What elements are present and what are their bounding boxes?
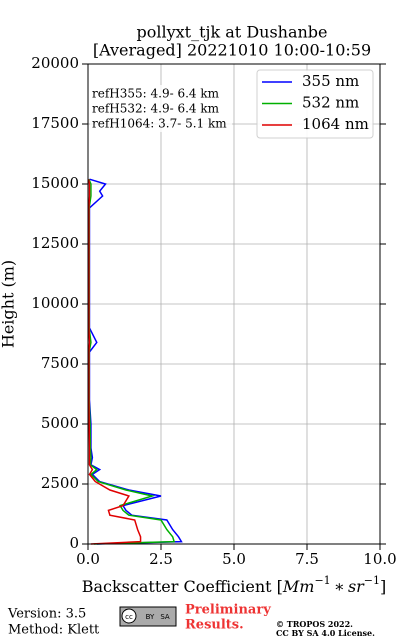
badge-text: SA bbox=[160, 613, 170, 621]
x-axis-label: Backscatter Coefficient [Mm−1 ∗ sr−1] bbox=[82, 574, 387, 596]
x-tick-label: 2.5 bbox=[149, 550, 173, 568]
badge-text: BY bbox=[146, 613, 155, 621]
notice: Preliminary bbox=[185, 603, 271, 618]
legend-label: 532 nm bbox=[302, 94, 359, 112]
y-tick-label: 10000 bbox=[31, 294, 79, 312]
legend-label: 1064 nm bbox=[302, 115, 369, 133]
profile-line bbox=[88, 178, 183, 545]
y-tick-label: 12500 bbox=[31, 234, 79, 252]
x-axis-label-part: ∗ sr bbox=[331, 577, 365, 596]
y-tick-label: 7500 bbox=[41, 354, 79, 372]
y-tick-label: 0 bbox=[69, 534, 79, 552]
profile-line bbox=[87, 179, 142, 545]
x-axis-label-part: ] bbox=[380, 577, 386, 596]
plot-frame bbox=[87, 63, 381, 545]
x-tick-label: 0.0 bbox=[76, 550, 100, 568]
x-axis-label-part: −1 bbox=[364, 574, 380, 587]
x-tick-label: 5.0 bbox=[222, 550, 246, 568]
annotation-box bbox=[90, 85, 232, 132]
legend-box bbox=[256, 69, 374, 139]
version: Version: 3.5 bbox=[7, 607, 86, 622]
annotation: refH1064: 3.7- 5.1 km bbox=[92, 117, 227, 131]
annotation: refH532: 4.9- 6.4 km bbox=[92, 102, 220, 116]
y-axis-label: Height (m) bbox=[0, 260, 18, 348]
y-tick-label: 15000 bbox=[31, 174, 79, 192]
badge-text: cc bbox=[125, 613, 133, 621]
x-axis-label-part: Backscatter Coefficient [ bbox=[82, 577, 283, 596]
annotation: refH355: 4.9- 6.4 km bbox=[92, 87, 220, 101]
badge-icon bbox=[121, 608, 137, 624]
notice: Results. bbox=[185, 618, 244, 633]
chart-title: pollyxt_tjk at Dushanbe bbox=[136, 23, 327, 42]
y-tick-label: 5000 bbox=[41, 414, 79, 432]
y-tick-label: 20000 bbox=[31, 54, 79, 72]
x-axis-label-part: −1 bbox=[314, 574, 330, 587]
copyright: CC BY SA 4.0 License. bbox=[276, 628, 375, 638]
copyright: © TROPOS 2022. bbox=[276, 619, 353, 629]
y-tick-label: 17500 bbox=[31, 114, 79, 132]
x-axis-label-part: Mm bbox=[282, 577, 315, 596]
chart-title: [Averaged] 20221010 10:00-10:59 bbox=[93, 41, 371, 60]
method: Method: Klett bbox=[8, 623, 100, 638]
x-tick-label: 7.5 bbox=[295, 550, 319, 568]
y-tick-label: 2500 bbox=[41, 474, 79, 492]
legend-label: 355 nm bbox=[302, 72, 359, 90]
x-tick-label: 10.0 bbox=[363, 550, 396, 568]
